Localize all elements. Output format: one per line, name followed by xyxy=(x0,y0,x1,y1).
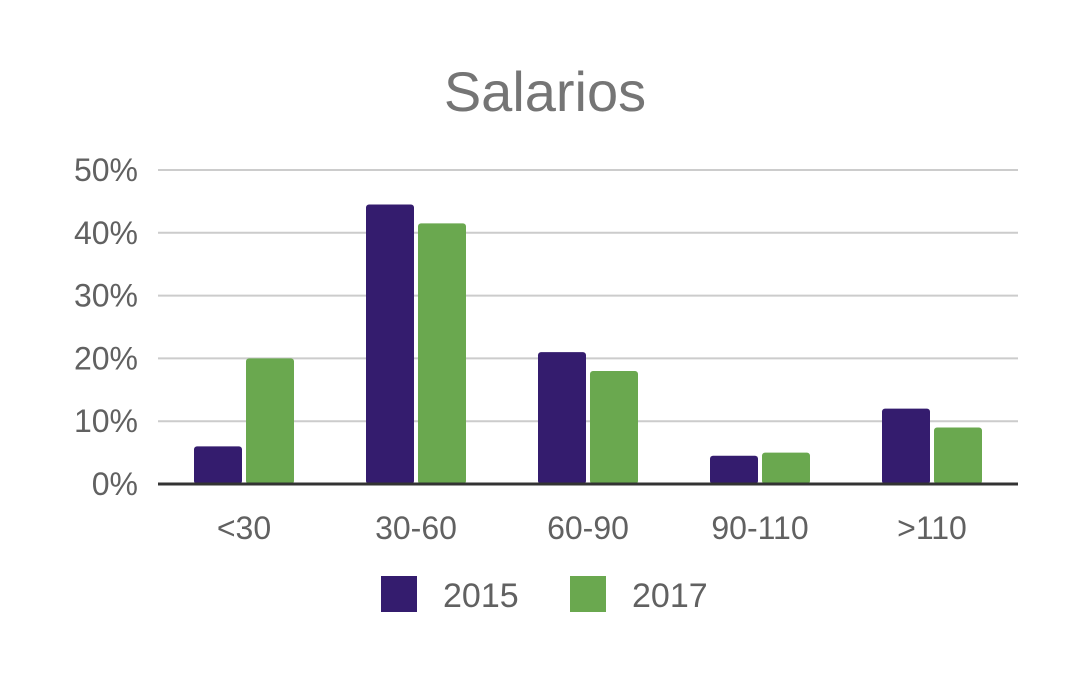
bar-2017 xyxy=(246,358,294,484)
bar-2015 xyxy=(538,352,586,484)
bars xyxy=(194,204,982,485)
y-tick-label: 20% xyxy=(74,340,138,376)
x-tick-label: 90-110 xyxy=(711,510,808,546)
bar-2015 xyxy=(194,446,242,484)
x-axis-ticks: <30 30-60 60-90 90-110 >110 xyxy=(217,510,967,546)
gridlines xyxy=(158,169,1018,423)
bar-2015 xyxy=(366,204,414,485)
legend: 2015 2017 xyxy=(381,576,708,615)
y-tick-label: 10% xyxy=(74,403,138,439)
legend-label-2015: 2015 xyxy=(443,577,519,615)
y-tick-label: 50% xyxy=(74,152,138,188)
x-tick-label: <30 xyxy=(217,510,271,546)
bar-2017 xyxy=(418,223,466,484)
y-axis-ticks: 0% 10% 20% 30% 40% 50% xyxy=(74,152,138,502)
bar-2015 xyxy=(882,408,930,484)
bar-2015 xyxy=(710,455,758,484)
bar-2017 xyxy=(762,452,810,484)
y-tick-label: 0% xyxy=(92,466,138,502)
y-tick-label: 40% xyxy=(74,215,138,251)
legend-swatch-2015 xyxy=(381,576,417,612)
x-tick-label: 30-60 xyxy=(375,510,457,546)
bar-2017 xyxy=(590,370,638,484)
y-tick-label: 30% xyxy=(74,278,138,314)
legend-swatch-2017 xyxy=(570,576,606,612)
legend-label-2017: 2017 xyxy=(632,577,708,615)
chart-title: Salarios xyxy=(444,60,646,123)
x-tick-label: >110 xyxy=(897,510,967,546)
x-tick-label: 60-90 xyxy=(547,510,629,546)
bar-2017 xyxy=(934,427,982,484)
